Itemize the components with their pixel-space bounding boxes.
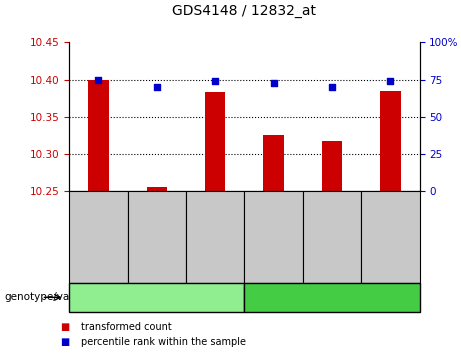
Point bbox=[95, 77, 102, 82]
Text: GSM731604: GSM731604 bbox=[386, 212, 395, 263]
Bar bbox=[205, 92, 225, 191]
Point bbox=[328, 84, 336, 90]
Text: GDS4148 / 12832_at: GDS4148 / 12832_at bbox=[172, 4, 316, 18]
Text: GSM731599: GSM731599 bbox=[94, 212, 103, 263]
Text: wild type: wild type bbox=[307, 292, 357, 302]
Text: ■: ■ bbox=[60, 337, 69, 347]
Text: percentile rank within the sample: percentile rank within the sample bbox=[81, 337, 246, 347]
Point bbox=[387, 78, 394, 84]
Text: GSM731602: GSM731602 bbox=[269, 212, 278, 263]
Point bbox=[153, 84, 160, 90]
Text: genotype/variation: genotype/variation bbox=[5, 292, 104, 302]
Bar bbox=[147, 188, 167, 191]
Bar bbox=[322, 141, 342, 191]
Text: transformed count: transformed count bbox=[81, 322, 171, 332]
Text: GSM731600: GSM731600 bbox=[152, 212, 161, 263]
Text: ■: ■ bbox=[60, 322, 69, 332]
Bar bbox=[380, 91, 401, 191]
Text: Atxn1 knock out: Atxn1 knock out bbox=[112, 292, 202, 302]
Text: GSM731601: GSM731601 bbox=[211, 212, 219, 263]
Point bbox=[212, 78, 219, 84]
Bar bbox=[263, 136, 284, 191]
Point bbox=[270, 80, 277, 85]
Bar bbox=[88, 80, 108, 191]
Text: GSM731603: GSM731603 bbox=[327, 212, 337, 263]
